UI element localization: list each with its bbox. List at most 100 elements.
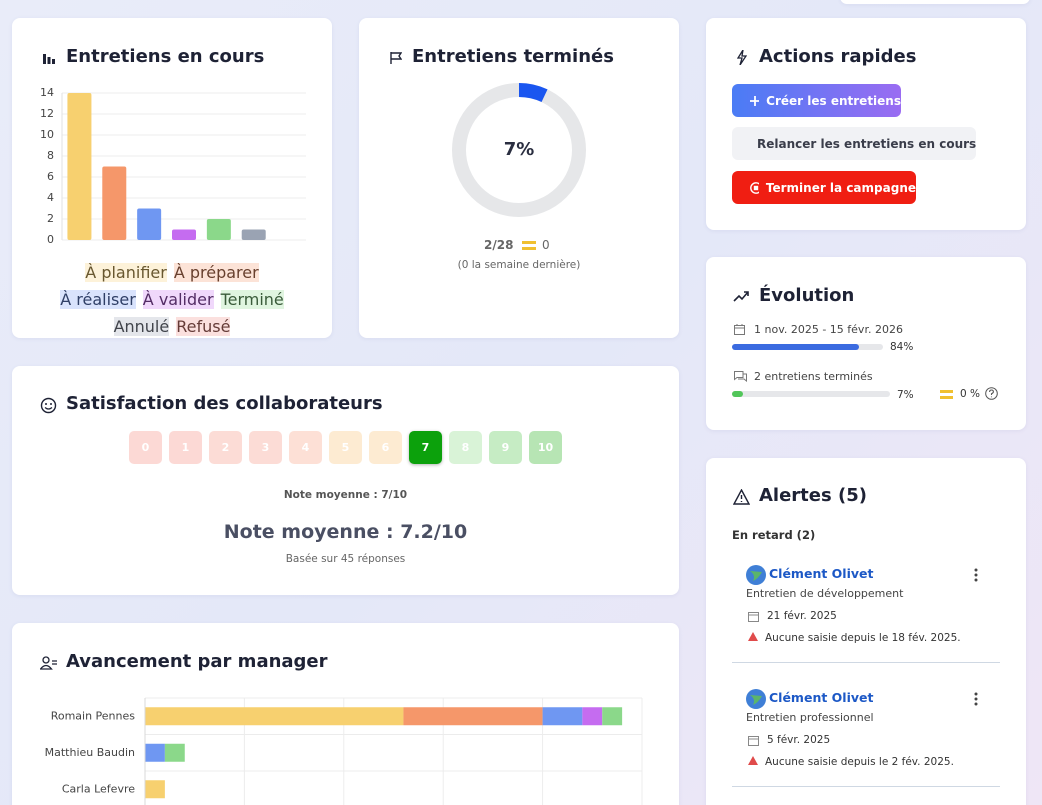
card-title: Évolution: [759, 285, 855, 306]
card-title: Avancement par manager: [66, 651, 328, 672]
separator: [732, 662, 1000, 663]
y-tick-label: 6: [47, 170, 54, 183]
icon-trend: [733, 291, 749, 302]
card-alerts: [706, 458, 1026, 805]
avatar-land: [750, 695, 762, 705]
y-tick-label: 4: [47, 191, 54, 204]
score-chip[interactable]: 6: [369, 431, 402, 464]
score-chip[interactable]: 3: [249, 431, 282, 464]
progress-bar: [732, 344, 859, 350]
legend-chip[interactable]: À préparer: [173, 263, 259, 282]
icon-equal: [522, 241, 536, 250]
alert-name[interactable]: Clément Olivet: [769, 690, 874, 705]
alert-warning: Aucune saisie depuis le 2 fév. 2025.: [765, 756, 954, 768]
alert-date: 21 févr. 2025: [767, 610, 837, 622]
alert-name[interactable]: Clément Olivet: [769, 566, 874, 581]
bar-segment: [164, 743, 185, 762]
card-title: Entretiens terminés: [412, 46, 614, 67]
legend-chip[interactable]: À valider: [142, 290, 214, 309]
icon-people: [40, 656, 57, 670]
button-remind[interactable]: Relancer les entretiens en cours: [732, 127, 976, 160]
period-label: 1 nov. 2025 - 15 févr. 2026: [754, 323, 903, 336]
icon-plus: [750, 95, 760, 106]
alert-icons: [746, 565, 978, 641]
menu-dots[interactable]: [974, 568, 978, 582]
icon-stop: [750, 181, 759, 194]
alert-type: Entretien de développement: [746, 587, 904, 600]
bar: [241, 229, 266, 240]
y-tick-label: 10: [40, 128, 54, 141]
card-satisfaction: [12, 366, 679, 595]
bar-segment: [602, 707, 623, 726]
category-label: Carla Lefevre: [62, 782, 135, 795]
card-title: Actions rapides: [759, 46, 917, 67]
bar: [102, 166, 127, 240]
button-end[interactable]: Terminer la campagne: [732, 171, 916, 204]
y-tick-label: 8: [47, 149, 54, 162]
top-pill: [840, 0, 1030, 4]
icon-flag: [390, 52, 402, 64]
score-chip[interactable]: 1: [169, 431, 202, 464]
legend-chip[interactable]: Annulé: [113, 317, 170, 336]
icon-bolt: [737, 50, 747, 65]
menu-dots[interactable]: [974, 692, 978, 706]
icon-chat: [734, 371, 747, 382]
average: Note moyenne : 7.2/10: [223, 521, 468, 543]
progress-label: 7%: [897, 389, 914, 401]
bar-segment: [145, 743, 165, 762]
bar-segment: [145, 707, 404, 726]
icon-equal: [940, 390, 953, 399]
change: 0 %: [960, 388, 980, 400]
score-chip[interactable]: 9: [489, 431, 522, 464]
category-label: Romain Pennes: [51, 709, 136, 722]
button-label: Relancer les entretiens en cours: [757, 136, 977, 151]
score-chip[interactable]: 2: [209, 431, 242, 464]
icon-calendar: [748, 612, 759, 622]
icon-help[interactable]: [985, 387, 998, 400]
responses: Basée sur 45 réponses: [285, 553, 406, 565]
completed-label: 2 entretiens terminés: [754, 370, 873, 383]
legend-chip[interactable]: À réaliser: [60, 290, 136, 309]
button-create[interactable]: Créer les entretiens: [732, 84, 901, 117]
score-chip[interactable]: 0: [129, 431, 162, 464]
card-completed: [359, 18, 679, 338]
bar: [172, 229, 196, 240]
y-tick-label: 14: [40, 86, 54, 99]
category-label: Matthieu Baudin: [45, 746, 135, 759]
count: 2/28: [484, 238, 514, 252]
bar-segment: [542, 707, 583, 726]
card-evolution: [706, 257, 1026, 430]
bar-segment: [582, 707, 603, 726]
score-chip[interactable]: 8: [449, 431, 482, 464]
y-tick-label: 0: [47, 233, 54, 246]
y-tick-label: 2: [47, 212, 54, 225]
score-chip[interactable]: 10: [529, 431, 562, 464]
button-label: Terminer la campagne: [765, 180, 916, 195]
score-chip[interactable]: 7: [409, 431, 442, 464]
icon-smile: [40, 397, 57, 414]
score-chip[interactable]: 5: [329, 431, 362, 464]
icon-calendar: [734, 324, 745, 335]
score-chip[interactable]: 4: [289, 431, 322, 464]
alert-type: Entretien professionnel: [746, 711, 874, 724]
legend-chip[interactable]: Terminé: [220, 290, 284, 309]
icon-calendar: [748, 736, 759, 746]
alert-date: 5 févr. 2025: [767, 734, 831, 746]
separator: [732, 786, 1000, 787]
icon-bars: [43, 54, 55, 64]
alert-icons: [746, 689, 978, 765]
bar: [206, 219, 231, 240]
bar: [137, 208, 162, 240]
card-in-progress: [12, 18, 332, 338]
y-tick-label: 12: [40, 107, 54, 120]
alert-warning: Aucune saisie depuis le 18 fév. 2025.: [765, 632, 961, 644]
legend: À planifier À préparer À réaliser À valider…: [46, 263, 298, 336]
bar-segment: [403, 707, 543, 726]
legend-chip[interactable]: À planifier: [85, 263, 167, 282]
icon-alert: [748, 756, 758, 765]
avatar-land: [750, 571, 762, 581]
note: (0 la semaine dernière): [457, 259, 581, 271]
icon-alert: [748, 632, 758, 641]
legend-chip[interactable]: Refusé: [176, 317, 231, 336]
